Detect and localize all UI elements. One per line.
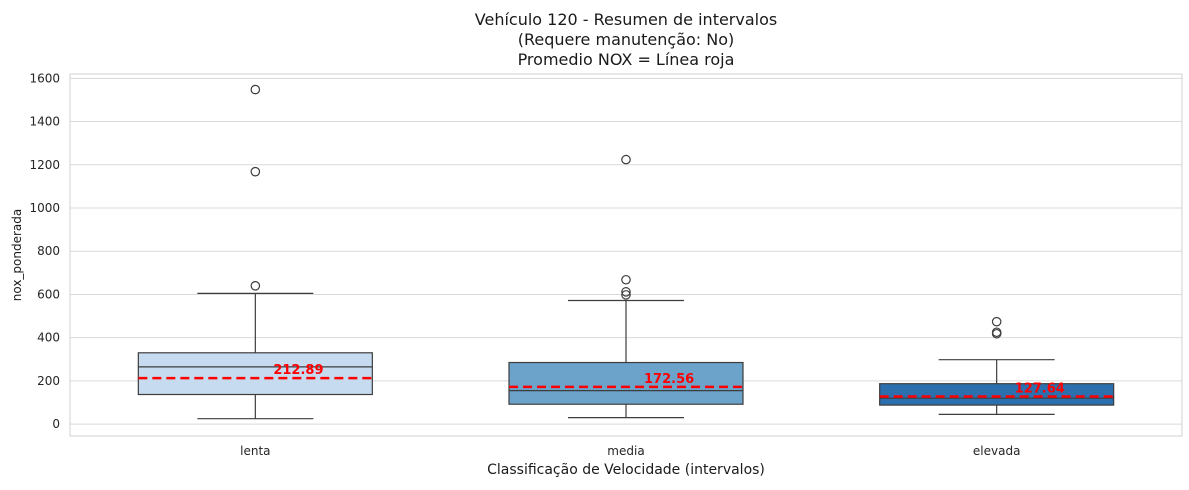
- outlier-point: [250, 280, 261, 291]
- x-axis-ticks: lenta media elevada: [240, 444, 1020, 458]
- y-axis-title: nox_ponderada: [10, 209, 24, 302]
- y-tick-label: 600: [37, 287, 60, 301]
- outlier-point: [621, 274, 631, 285]
- chart-title: Vehículo 120 - Resumen de intervalos (Re…: [475, 10, 777, 69]
- y-tick-label: 400: [37, 331, 60, 345]
- x-tick-label: elevada: [973, 444, 1021, 458]
- outlier-point: [250, 84, 261, 95]
- outlier-point: [250, 166, 261, 177]
- y-tick-label: 1000: [29, 201, 60, 215]
- mean-value-label: 127.64: [1015, 382, 1065, 397]
- title-line-2: (Requere manutenção: No): [518, 30, 735, 49]
- box-iqr: [508, 361, 744, 405]
- y-tick-label: 200: [37, 374, 60, 388]
- y-tick-label: 1400: [29, 115, 60, 129]
- box-group-lenta: 212.89: [137, 84, 373, 420]
- y-tick-label: 0: [52, 417, 60, 431]
- title-line-3: Promedio NOX = Línea roja: [518, 50, 735, 69]
- plot-area-frame: [69, 73, 1183, 437]
- outlier-point: [621, 290, 631, 300]
- outlier-point: [991, 327, 1002, 338]
- box-iqr: [879, 383, 1115, 406]
- outlier-point: [621, 154, 631, 165]
- box-group-elevada: 127.64: [879, 316, 1115, 415]
- outlier-point: [621, 287, 631, 297]
- y-axis-ticks: 0 200 400 600 800 1000 1200 1400 1600: [29, 71, 60, 431]
- outlier-point: [991, 316, 1002, 327]
- y-tick-label: 1200: [29, 158, 60, 172]
- box-iqr: [137, 352, 373, 396]
- x-axis-title: Classificação de Velocidade (intervalos): [487, 462, 765, 478]
- y-tick-label: 1600: [29, 71, 60, 85]
- x-tick-label: media: [607, 444, 644, 458]
- boxes: 212.89 172.56 127.64: [137, 84, 1115, 420]
- y-tick-label: 800: [37, 244, 60, 258]
- x-tick-label: lenta: [240, 444, 270, 458]
- mean-value-label: 172.56: [644, 372, 694, 387]
- box-group-media: 172.56: [508, 154, 744, 419]
- title-line-1: Vehículo 120 - Resumen de intervalos: [475, 10, 777, 29]
- mean-value-label: 212.89: [273, 363, 323, 378]
